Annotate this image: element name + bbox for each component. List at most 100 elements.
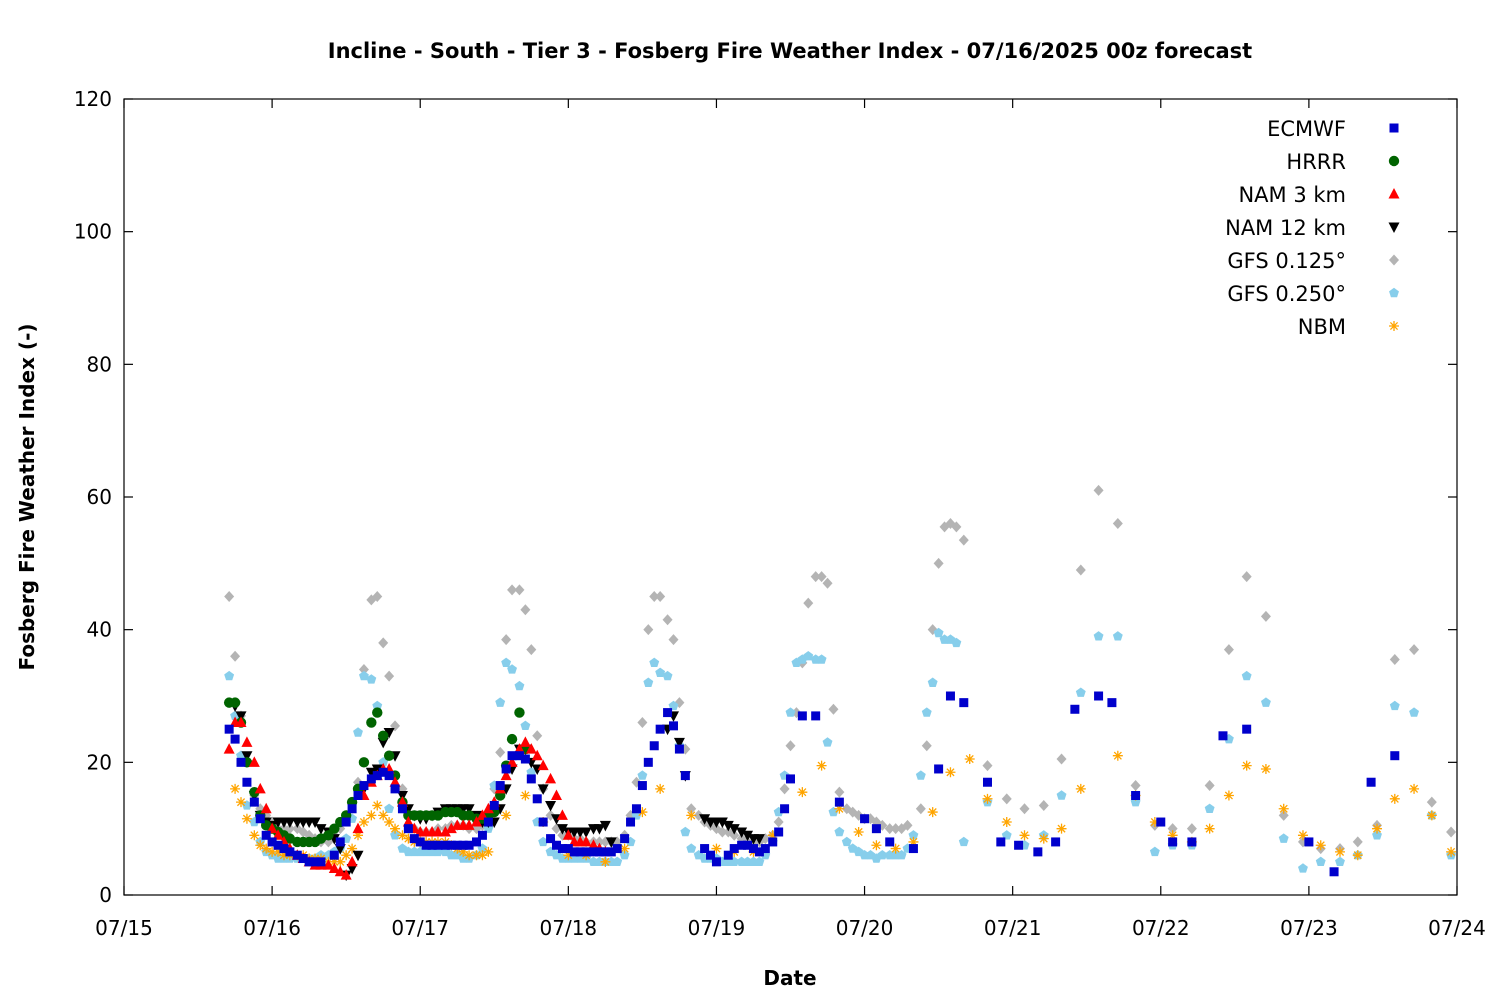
data-point-gfs-0-125 <box>915 803 926 815</box>
data-point-nam-12-km <box>545 800 557 812</box>
data-point-nbm <box>982 793 993 804</box>
data-point-gfs-0-125 <box>1112 518 1123 530</box>
data-point-gfs-0-125 <box>1167 823 1178 835</box>
y-tick-label: 20 <box>87 750 112 774</box>
data-point-gfs-0-250 <box>1149 846 1160 857</box>
data-point-ecmwf <box>477 830 487 840</box>
data-point-nam-3-km <box>402 816 414 827</box>
data-point-ecmwf <box>452 840 462 850</box>
data-point-gfs-0-125 <box>532 730 543 742</box>
data-point-gfs-0-250 <box>1278 833 1289 843</box>
data-point-ecmwf <box>472 837 482 847</box>
data-point-hrrr <box>366 717 377 728</box>
data-point-ecmwf <box>581 847 591 857</box>
data-point-ecmwf <box>329 850 339 860</box>
data-point-nam-3-km <box>235 716 247 728</box>
data-point-ecmwf <box>1304 837 1314 847</box>
data-point-ecmwf <box>316 857 326 867</box>
data-point-nam-12-km <box>315 824 327 835</box>
data-point-nam-3-km <box>550 789 562 800</box>
data-point-gfs-0-250 <box>501 657 512 668</box>
data-point-nbm <box>1352 850 1363 861</box>
x-tick-label: 07/24 <box>1428 916 1486 940</box>
data-point-ecmwf <box>760 844 770 854</box>
data-point-nbm <box>1278 803 1289 814</box>
data-point-gfs-0-125 <box>1278 809 1289 821</box>
data-point-ecmwf <box>908 844 918 854</box>
data-point-nam-12-km <box>593 824 605 835</box>
data-point-gfs-0-250 <box>680 826 691 837</box>
data-point-nbm <box>464 850 475 861</box>
data-point-gfs-0-125 <box>1056 753 1067 765</box>
data-point-gfs-0-250 <box>1389 700 1400 711</box>
data-point-gfs-0-250 <box>507 664 517 674</box>
data-point-nbm <box>1112 750 1123 761</box>
data-point-gfs-0-125 <box>1093 484 1104 496</box>
data-point-nbm <box>563 850 574 861</box>
data-point-nbm <box>520 790 531 801</box>
data-point-gfs-0-250 <box>877 850 888 860</box>
data-point-gfs-0-250 <box>834 826 845 837</box>
data-point-nam-3-km <box>556 809 568 820</box>
data-point-gfs-0-250 <box>538 836 549 847</box>
data-point-gfs-0-250 <box>908 830 919 840</box>
data-point-gfs-0-250 <box>1298 863 1308 873</box>
data-point-gfs-0-125 <box>668 634 679 646</box>
data-point-ecmwf <box>403 824 413 834</box>
data-point-nbm <box>816 760 827 771</box>
data-point-nbm <box>329 856 340 867</box>
legend-label-nam-3-km: NAM 3 km <box>1238 183 1346 207</box>
data-point-gfs-0-125 <box>779 783 790 795</box>
data-point-nbm <box>273 846 284 857</box>
data-point-nbm <box>249 830 260 841</box>
data-point-gfs-0-125 <box>982 760 993 772</box>
data-point-ecmwf <box>631 804 641 814</box>
data-point-ecmwf <box>249 797 259 807</box>
data-point-ecmwf <box>415 837 425 847</box>
data-point-hrrr <box>377 730 389 741</box>
data-point-nam-3-km <box>266 822 278 834</box>
data-point-nam-3-km <box>439 825 451 837</box>
data-point-gfs-0-125 <box>662 614 673 626</box>
data-point-nam-12-km <box>383 727 395 739</box>
data-point-gfs-0-125 <box>1204 780 1215 792</box>
data-point-nam-3-km <box>525 743 537 754</box>
data-point-gfs-0-125 <box>1038 799 1049 811</box>
data-point-gfs-0-125 <box>1130 780 1141 792</box>
data-point-ecmwf <box>384 771 394 781</box>
x-tick-label: 07/15 <box>95 916 153 940</box>
data-point-gfs-0-125 <box>773 816 784 828</box>
data-point-gfs-0-125 <box>520 604 531 616</box>
data-point-gfs-0-125 <box>649 591 660 602</box>
data-point-gfs-0-125 <box>828 703 839 715</box>
data-point-nbm <box>927 807 938 818</box>
data-point-nbm <box>471 850 482 861</box>
data-point-gfs-0-250 <box>958 836 969 847</box>
data-point-gfs-0-125 <box>224 591 235 602</box>
data-point-ecmwf <box>551 840 561 850</box>
data-point-gfs-0-250 <box>1241 670 1252 681</box>
data-point-ecmwf <box>885 837 895 847</box>
data-point-ecmwf <box>347 804 357 814</box>
data-point-ecmwf <box>409 834 419 844</box>
data-point-gfs-0-125 <box>729 829 740 841</box>
data-point-ecmwf <box>723 850 733 860</box>
data-point-ecmwf <box>860 814 870 824</box>
data-point-nbm <box>1446 846 1457 857</box>
data-point-ecmwf <box>236 757 246 767</box>
data-point-nam-12-km <box>605 837 617 848</box>
data-point-gfs-0-250 <box>224 670 235 681</box>
data-point-gfs-0-250 <box>643 677 654 687</box>
data-point-nam-3-km <box>248 756 260 767</box>
data-point-nam-3-km <box>537 759 549 771</box>
data-point-ecmwf <box>1329 867 1339 877</box>
data-point-ecmwf <box>1051 837 1061 847</box>
data-point-nam-3-km <box>482 802 494 814</box>
data-point-ecmwf <box>458 840 468 850</box>
data-point-ecmwf <box>1094 691 1104 701</box>
data-point-gfs-0-125 <box>958 534 969 546</box>
data-point-ecmwf <box>655 724 665 734</box>
data-point-gfs-0-125 <box>495 746 506 758</box>
data-point-ecmwf <box>1187 837 1197 847</box>
